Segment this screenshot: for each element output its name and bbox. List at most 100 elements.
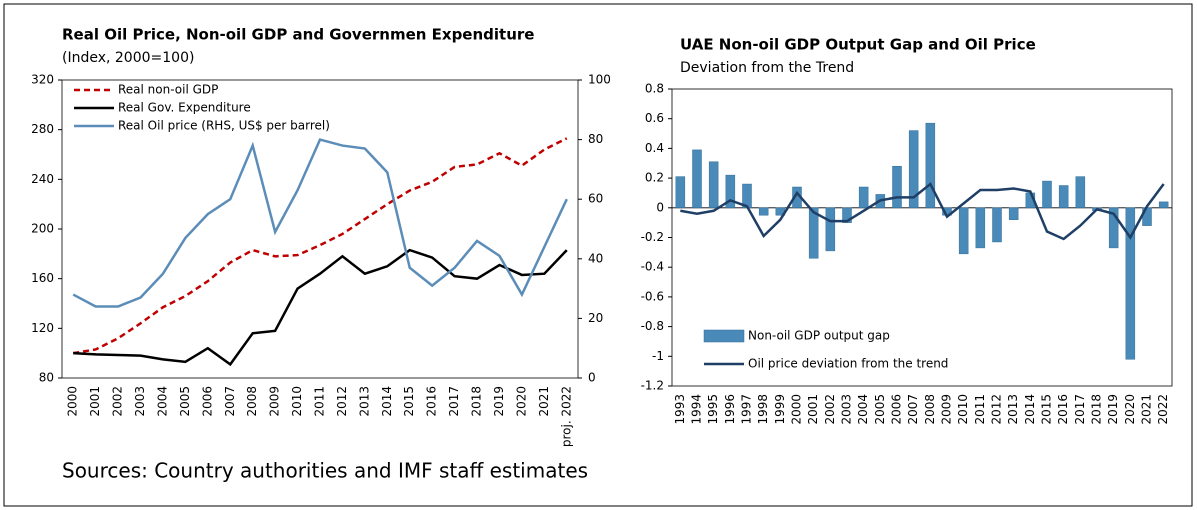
x-tick-label: 2021 [537, 386, 551, 417]
x-tick-label: 2000 [790, 394, 804, 425]
legend-label: Real non-oil GDP [118, 83, 218, 97]
series-line [73, 137, 568, 355]
bar [692, 149, 702, 209]
x-tick-label: 2017 [447, 386, 461, 417]
legend-label: Oil price deviation from the trend [748, 357, 948, 371]
y-tick-label: 320 [31, 73, 54, 87]
x-tick-label: 2003 [840, 394, 854, 425]
bar [1125, 207, 1136, 360]
x-tick-label: 1996 [723, 394, 737, 425]
chart-title: Real Oil Price, Non-oil GDP and Governme… [62, 26, 534, 44]
bar [892, 165, 902, 209]
x-tick-label: 2016 [1056, 394, 1070, 425]
bar [825, 207, 836, 252]
x-tick-label: 2011 [313, 386, 327, 417]
series-line [72, 138, 568, 308]
x-tick-label: 2012 [335, 386, 349, 417]
bar [1008, 207, 1019, 220]
x-tick-label: 2006 [890, 394, 904, 425]
x-tick-label: 2013 [1006, 394, 1020, 425]
bar [1042, 180, 1052, 209]
bar [908, 130, 919, 209]
y-tick-label: -0.2 [641, 230, 664, 244]
y2-tick-label: 60 [588, 192, 603, 206]
x-tick-label: 2016 [425, 386, 439, 417]
legend-label: Non-oil GDP output gap [748, 329, 890, 343]
bar [842, 207, 852, 223]
x-tick-label: 2010 [956, 394, 970, 425]
y-tick-label: 0 [656, 200, 664, 214]
x-tick-label: 2001 [88, 386, 102, 417]
x-tick-label: 2005 [873, 394, 887, 425]
y-tick-label: 80 [39, 371, 54, 385]
bar [1158, 201, 1169, 209]
x-tick-label: 2020 [1123, 394, 1137, 425]
legend-swatch [703, 329, 745, 343]
bar [1108, 207, 1119, 249]
x-tick-label: 2011 [973, 394, 987, 425]
x-tick-label: 2021 [1140, 394, 1154, 425]
y2-tick-label: 0 [588, 371, 596, 385]
bar [808, 207, 819, 259]
chart-subtitle: Deviation from the Trend [680, 60, 854, 76]
y-tick-label: 240 [31, 172, 54, 186]
x-tick-label: 2004 [856, 394, 870, 425]
bar [958, 207, 969, 255]
bar [708, 161, 719, 209]
y2-tick-label: 40 [588, 251, 603, 265]
x-tick-label: 2007 [223, 386, 237, 417]
x-tick-label: 1993 [673, 394, 687, 425]
series-line [73, 248, 568, 367]
x-tick-label: 2008 [245, 386, 259, 417]
y2-tick-label: 20 [588, 311, 603, 325]
x-tick-label: 2001 [806, 394, 820, 425]
y-tick-label: 200 [31, 222, 54, 236]
x-tick-label: 2003 [133, 386, 147, 417]
x-tick-label: 2020 [514, 386, 528, 417]
x-tick-label: 2002 [111, 386, 125, 417]
x-tick-label: 1998 [756, 394, 770, 425]
x-tick-label: 2014 [380, 386, 394, 417]
y-tick-label: 280 [31, 122, 54, 136]
x-tick-label: 1995 [706, 394, 720, 425]
x-tick-label: 1999 [773, 394, 787, 425]
legend-label: Real Gov. Expenditure [118, 101, 251, 115]
bar [925, 122, 936, 209]
x-tick-label: 2009 [940, 394, 954, 425]
y2-tick-label: 100 [588, 73, 611, 87]
y-tick-label: -0.8 [641, 319, 664, 333]
y-tick-label: -1.2 [641, 379, 664, 393]
y-tick-label: 0.6 [645, 111, 664, 125]
y-tick-label: 0.4 [645, 141, 664, 155]
x-tick-label: 1994 [690, 394, 704, 425]
x-tick-label: 2015 [1040, 394, 1054, 425]
bar [992, 207, 1002, 243]
y-tick-label: 0.8 [645, 82, 664, 96]
x-tick-label: 2015 [402, 386, 416, 417]
series-line [680, 182, 1165, 241]
x-tick-label: 2007 [906, 394, 920, 425]
y-tick-label: 160 [31, 271, 54, 285]
x-tick-label: 2008 [923, 394, 937, 425]
x-tick-label: 2002 [823, 394, 837, 425]
bar [675, 176, 686, 209]
x-tick-label: 2006 [200, 386, 214, 417]
x-tick-label: 2005 [178, 386, 192, 417]
x-tick-label: 2000 [66, 386, 80, 417]
x-tick-label: 2012 [990, 394, 1004, 425]
x-tick-label: 2017 [1073, 394, 1087, 425]
x-tick-label: 2013 [357, 386, 371, 417]
bar [1058, 185, 1069, 209]
bar [758, 207, 769, 216]
bar [725, 174, 736, 209]
x-tick-label: 2019 [492, 386, 506, 417]
chart-title: UAE Non-oil GDP Output Gap and Oil Price [680, 36, 1036, 54]
x-tick-label: 2010 [290, 386, 304, 417]
y-tick-label: 120 [31, 321, 54, 335]
y-tick-label: -0.4 [641, 260, 664, 274]
y-tick-label: 0.2 [645, 171, 664, 185]
x-tick-label: 2018 [1090, 394, 1104, 425]
x-tick-label: proj. 2022 [559, 386, 573, 447]
bar [1075, 176, 1086, 209]
